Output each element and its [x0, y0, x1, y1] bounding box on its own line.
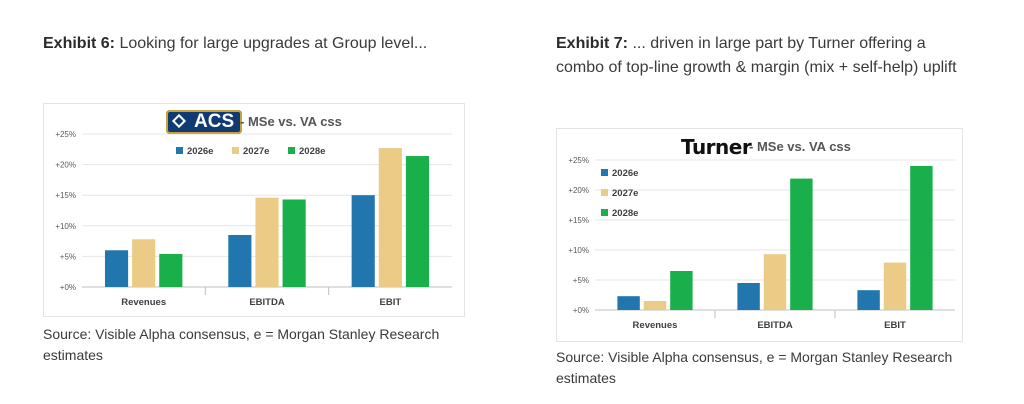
y-tick-label: +10% [568, 246, 589, 255]
bar-2026e-ebit [857, 290, 880, 310]
x-category-label: EBIT [884, 320, 906, 331]
bar-2026e-ebit [351, 195, 375, 287]
y-tick-label: +25% [55, 130, 76, 139]
legend-swatch-2026e [176, 147, 183, 154]
legend-swatch-2028e [288, 147, 295, 154]
bar-2027e-revenues [132, 239, 156, 287]
legend-label-2027e: 2027e [612, 188, 638, 199]
acs-logo: ACS [166, 110, 243, 134]
bar-2027e-ebitda [255, 197, 279, 287]
legend-swatch-2027e [601, 189, 608, 196]
exhibit-6-chart: ACS - MSe vs. VA css +0% +5% +10% +15% +20% +… [43, 103, 465, 317]
acs-logo-icon [171, 113, 187, 129]
legend-swatch-2027e [232, 147, 239, 154]
exhibit-6-chart-subtitle: - MSe vs. VA css [240, 114, 342, 129]
bar-2026e-ebitda [228, 234, 252, 287]
bar-2026e-ebitda [737, 283, 760, 310]
exhibit-7: Exhibit 7: ... driven in large part by T… [512, 0, 1024, 404]
legend-label-2026e: 2026e [612, 168, 638, 179]
x-category-label: Revenues [121, 297, 166, 308]
bar-2027e-ebit [378, 148, 402, 287]
legend-swatch-2028e [601, 209, 608, 216]
y-tick-label: +0% [573, 306, 589, 315]
exhibit-7-heading: Exhibit 7: ... driven in large part by T… [556, 32, 966, 80]
legend-swatch-2026e [601, 169, 608, 176]
bar-2026e-revenues [617, 296, 640, 310]
bar-2027e-ebit [883, 262, 907, 310]
bar-2028e-revenues [159, 253, 183, 287]
turner-logo: Turner [681, 135, 752, 159]
legend-label-2028e: 2028e [612, 208, 638, 219]
exhibit-6-bar-chart: +0% +5% +10% +15% +20% +25% Revenues EBITDA EBIT… [55, 130, 452, 308]
exhibit-6: Exhibit 6: Looking for large upgrades at… [43, 32, 465, 363]
y-tick-label: +0% [60, 283, 76, 292]
bar-2027e-ebitda [763, 254, 787, 310]
y-tick-label: +15% [55, 191, 76, 200]
legend-label-2026e: 2026e [187, 146, 213, 157]
acs-logo-text: ACS [194, 111, 235, 132]
exhibit-6-source: Source: Visible Alpha consensus, e = Mor… [43, 326, 440, 363]
exhibit-7-chart-subtitle: - MSe vs. VA css [749, 139, 851, 154]
exhibit-7-label: Exhibit 7: [556, 35, 629, 52]
y-tick-label: +5% [60, 252, 76, 261]
x-category-label: EBITDA [757, 320, 793, 331]
y-tick-label: +10% [55, 222, 76, 231]
legend-label-2028e: 2028e [299, 146, 325, 157]
bar-2028e-revenues [670, 271, 693, 310]
exhibit-7-bar-chart: +0% +5% +10% +15% +20% +25% Revenues EBITDA EBIT… [568, 156, 955, 331]
y-tick-label: +15% [568, 216, 589, 225]
exhibit-7-source: Source: Visible Alpha consensus, e = Mor… [556, 349, 953, 386]
x-category-label: Revenues [633, 320, 678, 331]
legend-label-2027e: 2027e [243, 146, 269, 157]
exhibit-7-title: ... driven in large part by Turner offer… [556, 35, 957, 76]
exhibit-6-title: Looking for large upgrades at Group leve… [119, 35, 428, 52]
y-tick-label: +20% [55, 161, 76, 170]
exhibit-6-heading: Exhibit 6: Looking for large upgrades at… [43, 32, 443, 56]
bar-2028e-ebitda [790, 178, 813, 310]
y-tick-label: +5% [573, 276, 589, 285]
exhibit-6-label: Exhibit 6: [43, 35, 116, 52]
bar-2028e-ebit [910, 166, 933, 310]
bar-2028e-ebitda [282, 199, 306, 287]
bar-2026e-revenues [104, 250, 129, 287]
bar-2027e-revenues [643, 301, 667, 310]
bar-2028e-ebit [405, 156, 430, 287]
y-tick-label: +20% [568, 186, 589, 195]
y-tick-label: +25% [568, 156, 589, 165]
exhibit-7-chart: Turner - MSe vs. VA css +0% +5% +10% +15% +2… [556, 128, 963, 342]
x-category-label: EBIT [380, 297, 402, 308]
x-category-label: EBITDA [249, 297, 285, 308]
